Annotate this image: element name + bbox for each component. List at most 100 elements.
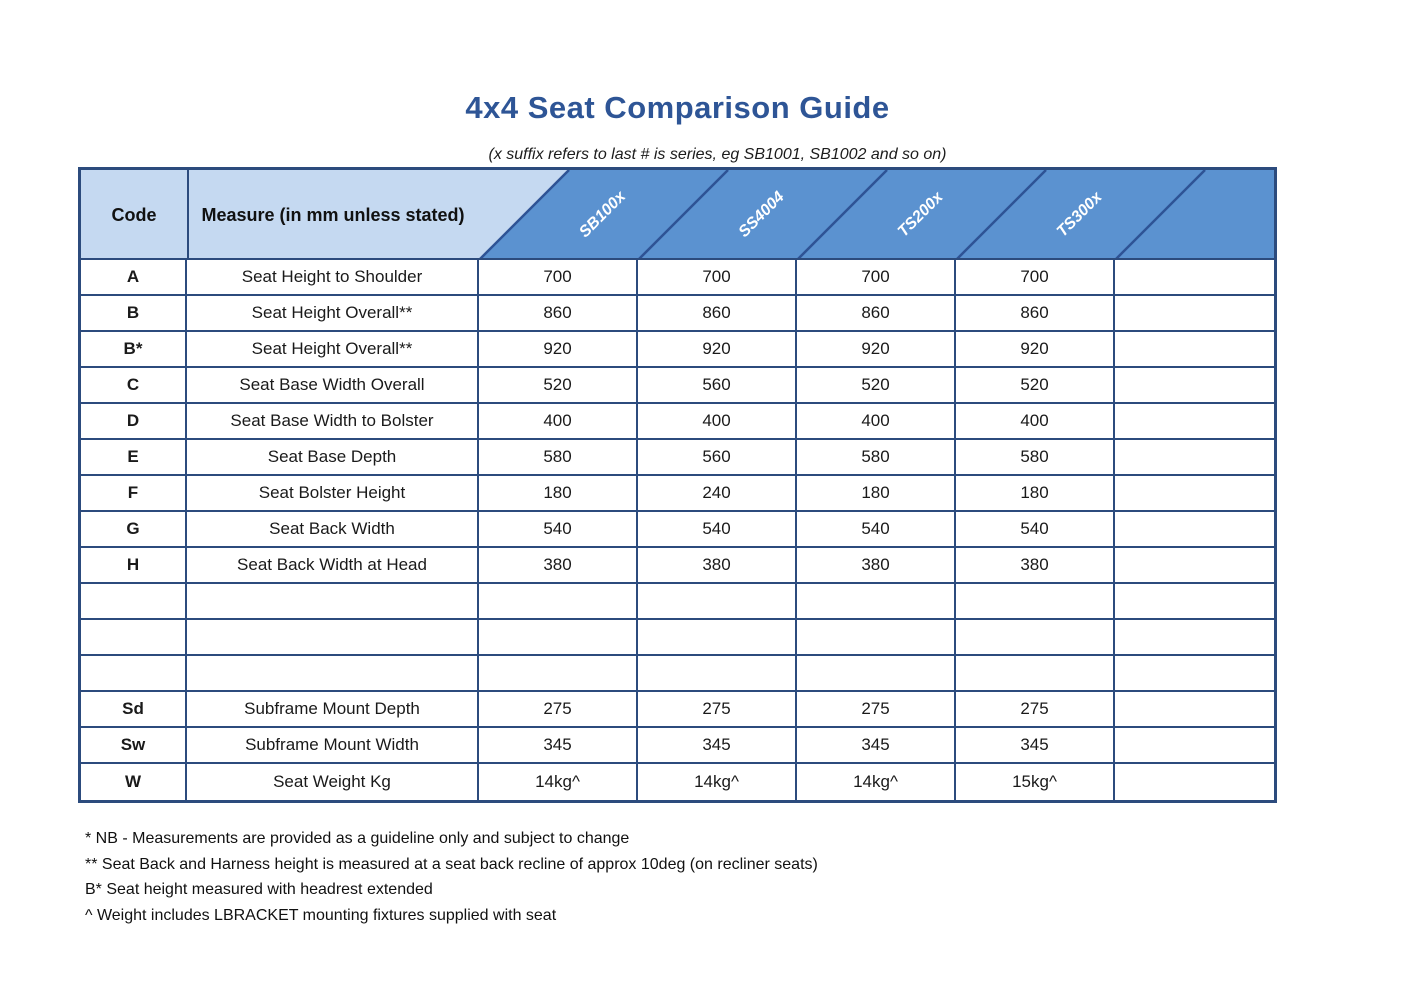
cell-value-empty: [1115, 620, 1274, 656]
cell-value-empty: [1115, 296, 1274, 332]
cell-value-ts200x: 860: [797, 296, 956, 332]
table-row: F Seat Bolster Height 180 240 180 180: [81, 476, 1274, 512]
cell-value-ts200x: 540: [797, 512, 956, 548]
cell-value-empty: [1115, 548, 1274, 584]
cell-value-ts200x: 920: [797, 332, 956, 368]
cell-measure: Seat Bolster Height: [187, 476, 479, 512]
cell-measure: Subframe Mount Depth: [187, 692, 479, 728]
cell-value-empty: [1115, 440, 1274, 476]
footnote-weight: ^ Weight includes LBRACKET mounting fixt…: [85, 906, 557, 924]
cell-measure: [187, 584, 479, 620]
cell-value-ts200x: 345: [797, 728, 956, 764]
cell-value-ss4004: 345: [638, 728, 797, 764]
cell-value-ts200x: 520: [797, 368, 956, 404]
cell-code: H: [81, 548, 187, 584]
cell-value-ts200x: [797, 656, 956, 692]
comparison-table: Code Measure (in mm unless stated) SB100…: [78, 167, 1277, 803]
cell-code: [81, 584, 187, 620]
cell-code: A: [81, 260, 187, 296]
cell-value-sb100x: 580: [479, 440, 638, 476]
table-header: Code Measure (in mm unless stated) SB100…: [81, 170, 1274, 260]
cell-value-ts200x: 180: [797, 476, 956, 512]
cell-value-sb100x: 14kg^: [479, 764, 638, 800]
cell-value-sb100x: 345: [479, 728, 638, 764]
cell-measure: [187, 656, 479, 692]
cell-value-ss4004: 275: [638, 692, 797, 728]
cell-code: F: [81, 476, 187, 512]
cell-value-ts200x: 275: [797, 692, 956, 728]
cell-value-ts300x: 15kg^: [956, 764, 1115, 800]
table-row: B Seat Height Overall** 860 860 860 860: [81, 296, 1274, 332]
cell-value-ts200x: 400: [797, 404, 956, 440]
cell-value-empty: [1115, 260, 1274, 296]
cell-code: Sw: [81, 728, 187, 764]
table-row: G Seat Back Width 540 540 540 540: [81, 512, 1274, 548]
cell-code: B*: [81, 332, 187, 368]
cell-value-ss4004: 540: [638, 512, 797, 548]
cell-value-ss4004: [638, 656, 797, 692]
cell-value-sb100x: [479, 620, 638, 656]
table-row: Sw Subframe Mount Width 345 345 345 345: [81, 728, 1274, 764]
footnote-guideline: * NB - Measurements are provided as a gu…: [85, 830, 630, 847]
cell-value-ts200x: 14kg^: [797, 764, 956, 800]
cell-value-sb100x: 180: [479, 476, 638, 512]
cell-value-ts200x: [797, 584, 956, 620]
cell-code: G: [81, 512, 187, 548]
cell-value-ss4004: 920: [638, 332, 797, 368]
header-measure: Measure (in mm unless stated): [201, 204, 465, 225]
table-row: C Seat Base Width Overall 520 560 520 52…: [81, 368, 1274, 404]
cell-measure: Seat Weight Kg: [187, 764, 479, 800]
cell-value-empty: [1115, 764, 1274, 800]
cell-value-sb100x: 520: [479, 368, 638, 404]
cell-value-ts200x: 380: [797, 548, 956, 584]
cell-value-empty: [1115, 692, 1274, 728]
table-row: W Seat Weight Kg 14kg^ 14kg^ 14kg^ 15kg^: [81, 764, 1274, 800]
cell-value-ss4004: 380: [638, 548, 797, 584]
cell-value-ts300x: 275: [956, 692, 1115, 728]
cell-value-ss4004: 700: [638, 260, 797, 296]
cell-value-ts300x: 400: [956, 404, 1115, 440]
cell-value-sb100x: [479, 584, 638, 620]
cell-value-ts300x: [956, 656, 1115, 692]
header-code: Code: [111, 204, 157, 225]
cell-value-ss4004: 240: [638, 476, 797, 512]
table-row: [81, 656, 1274, 692]
cell-value-ts300x: 180: [956, 476, 1115, 512]
cell-value-sb100x: 920: [479, 332, 638, 368]
footnote-headrest: B* Seat height measured with headrest ex…: [85, 881, 433, 898]
cell-value-ts300x: [956, 584, 1115, 620]
cell-value-ts200x: 700: [797, 260, 956, 296]
cell-value-empty: [1115, 404, 1274, 440]
table-row: H Seat Back Width at Head 380 380 380 38…: [81, 548, 1274, 584]
footnote-recline: ** Seat Back and Harness height is measu…: [85, 855, 818, 873]
cell-measure: Subframe Mount Width: [187, 728, 479, 764]
cell-value-empty: [1115, 728, 1274, 764]
cell-value-ts300x: 580: [956, 440, 1115, 476]
cell-value-empty: [1115, 332, 1274, 368]
cell-value-ts300x: 920: [956, 332, 1115, 368]
cell-value-empty: [1115, 476, 1274, 512]
cell-value-ss4004: 860: [638, 296, 797, 332]
cell-code: E: [81, 440, 187, 476]
cell-value-ss4004: 560: [638, 368, 797, 404]
cell-measure: Seat Back Width at Head: [187, 548, 479, 584]
cell-value-sb100x: 275: [479, 692, 638, 728]
cell-code: [81, 656, 187, 692]
cell-measure: [187, 620, 479, 656]
table-row: [81, 584, 1274, 620]
table-row: [81, 620, 1274, 656]
page-title: 4x4 Seat Comparison Guide: [465, 90, 890, 125]
cell-value-sb100x: 380: [479, 548, 638, 584]
cell-measure: Seat Height Overall**: [187, 296, 479, 332]
cell-value-ts300x: 700: [956, 260, 1115, 296]
cell-code: C: [81, 368, 187, 404]
cell-measure: Seat Base Depth: [187, 440, 479, 476]
table-row: D Seat Base Width to Bolster 400 400 400…: [81, 404, 1274, 440]
cell-code: Sd: [81, 692, 187, 728]
cell-value-sb100x: 860: [479, 296, 638, 332]
table-row: E Seat Base Depth 580 560 580 580: [81, 440, 1274, 476]
cell-value-ts300x: 860: [956, 296, 1115, 332]
cell-value-sb100x: 700: [479, 260, 638, 296]
cell-value-ts200x: [797, 620, 956, 656]
